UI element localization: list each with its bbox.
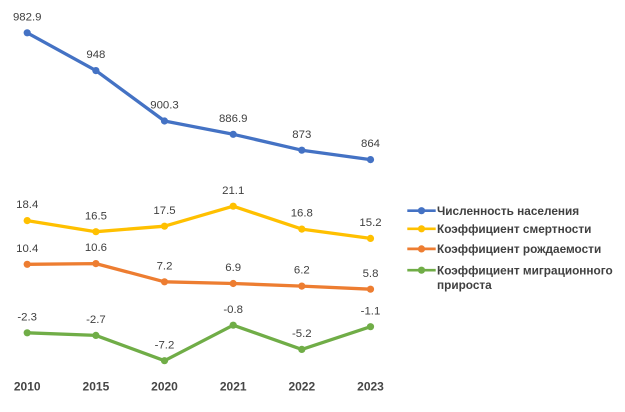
svg-text:-7.2: -7.2 [155, 339, 175, 351]
svg-text:6.9: 6.9 [225, 262, 241, 274]
svg-text:886.9: 886.9 [219, 113, 248, 125]
svg-text:2022: 2022 [288, 380, 315, 394]
svg-text:2020: 2020 [151, 380, 178, 394]
svg-text:948: 948 [86, 49, 105, 61]
svg-text:5.8: 5.8 [363, 268, 379, 280]
svg-text:2021: 2021 [220, 380, 247, 394]
svg-text:16.8: 16.8 [291, 208, 313, 220]
svg-text:864: 864 [361, 138, 380, 150]
svg-text:Коэффициент смертности: Коэффициент смертности [437, 222, 591, 236]
svg-text:2015: 2015 [83, 380, 110, 394]
svg-text:17.5: 17.5 [153, 205, 175, 217]
svg-text:18.4: 18.4 [16, 199, 38, 211]
svg-text:10.4: 10.4 [16, 243, 38, 255]
svg-text:7.2: 7.2 [157, 260, 173, 272]
svg-text:10.6: 10.6 [85, 242, 107, 254]
svg-text:6.2: 6.2 [294, 265, 310, 277]
svg-text:прироста: прироста [437, 278, 492, 292]
svg-text:873: 873 [292, 129, 311, 141]
svg-text:16.5: 16.5 [85, 210, 107, 222]
svg-text:Коэффициент рождаемости: Коэффициент рождаемости [437, 242, 601, 256]
svg-text:900.3: 900.3 [150, 100, 179, 112]
svg-text:-0.8: -0.8 [223, 304, 243, 316]
svg-text:-1.1: -1.1 [361, 305, 381, 317]
svg-text:Коэффициент миграционного: Коэффициент миграционного [437, 264, 613, 278]
svg-text:982.9: 982.9 [13, 11, 42, 23]
svg-text:2010: 2010 [14, 380, 41, 394]
svg-text:Численность населения: Численность населения [437, 204, 579, 218]
svg-text:15.2: 15.2 [359, 217, 381, 229]
svg-text:-2.3: -2.3 [17, 311, 37, 323]
svg-text:21.1: 21.1 [222, 185, 244, 197]
svg-text:-2.7: -2.7 [86, 314, 106, 326]
svg-text:2023: 2023 [357, 380, 384, 394]
svg-text:-5.2: -5.2 [292, 328, 312, 340]
